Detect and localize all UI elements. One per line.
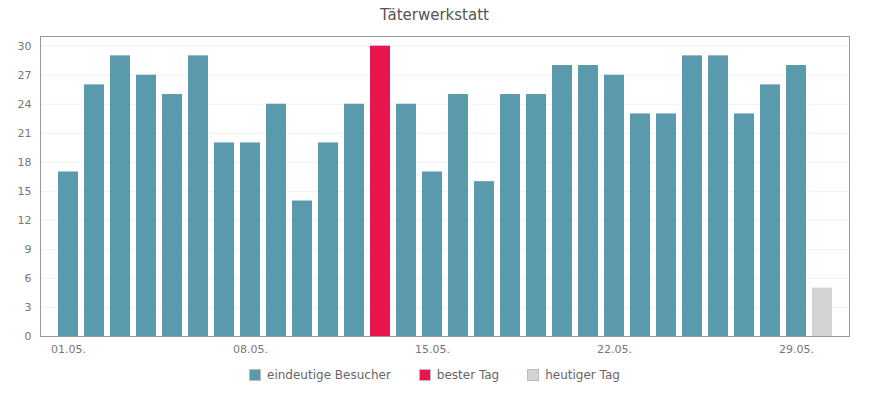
svg-text:29.05.: 29.05. bbox=[779, 343, 814, 356]
svg-text:22.05.: 22.05. bbox=[597, 343, 632, 356]
html-text:bester Tag: bester Tag bbox=[436, 368, 500, 382]
svg-text:6: 6 bbox=[25, 272, 32, 285]
svg-text:18: 18 bbox=[18, 156, 32, 169]
svg-text:27: 27 bbox=[18, 69, 32, 82]
svg-text:24: 24 bbox=[18, 98, 32, 111]
svg-text:15: 15 bbox=[18, 185, 32, 198]
svg-text:3: 3 bbox=[25, 301, 32, 314]
svg-text:30: 30 bbox=[18, 40, 32, 53]
html-text:eindeutige Besucher: eindeutige Besucher bbox=[267, 368, 391, 382]
html-text:heutiger Tag: heutiger Tag bbox=[545, 368, 620, 382]
svg-text:15.05.: 15.05. bbox=[415, 343, 450, 356]
svg-text:9: 9 bbox=[25, 243, 32, 256]
svg-text:0: 0 bbox=[25, 330, 32, 343]
svg-text:21: 21 bbox=[18, 127, 32, 140]
svg-text:08.05.: 08.05. bbox=[233, 343, 268, 356]
svg-text:12: 12 bbox=[18, 214, 32, 227]
svg-text:01.05.: 01.05. bbox=[51, 343, 86, 356]
html-text:Täterwerkstatt: Täterwerkstatt bbox=[380, 6, 489, 24]
